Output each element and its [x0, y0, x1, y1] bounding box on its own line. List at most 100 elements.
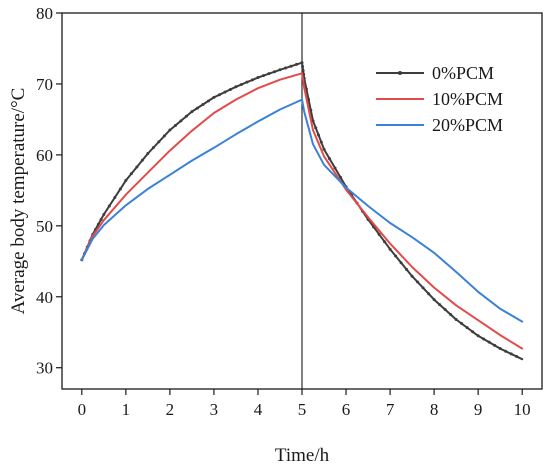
- series-marker: [195, 106, 199, 110]
- series-marker: [317, 133, 321, 137]
- series-marker: [383, 240, 387, 244]
- y-tick-label: 50: [36, 217, 53, 236]
- series-marker: [421, 286, 425, 290]
- series-marker: [99, 217, 103, 221]
- series-marker: [394, 254, 398, 258]
- series-marker: [476, 334, 480, 338]
- legend-marker: [398, 71, 402, 75]
- series-marker: [333, 166, 337, 170]
- series-marker: [339, 175, 343, 179]
- series-marker: [301, 68, 305, 72]
- x-tick-label: 6: [342, 400, 351, 419]
- series-marker: [113, 195, 117, 199]
- series-marker: [256, 76, 260, 80]
- x-tick-label: 2: [166, 400, 175, 419]
- series-marker: [118, 187, 122, 191]
- x-tick-label: 5: [298, 400, 307, 419]
- x-tick-label: 8: [430, 400, 439, 419]
- series-marker: [151, 146, 155, 150]
- series-marker: [234, 85, 238, 89]
- series-marker: [168, 128, 172, 132]
- y-tick-label: 30: [36, 359, 53, 378]
- series-marker: [124, 178, 128, 182]
- series-marker: [184, 114, 188, 118]
- series-marker: [438, 303, 442, 307]
- x-tick-label: 1: [122, 400, 131, 419]
- x-axis-title: Time/h: [275, 445, 330, 466]
- series-marker: [432, 298, 436, 302]
- series-marker: [377, 232, 381, 236]
- series-marker: [399, 261, 403, 265]
- x-tick-label: 9: [474, 400, 483, 419]
- series-marker: [460, 322, 464, 326]
- series-marker: [294, 62, 298, 66]
- series-marker: [471, 330, 475, 334]
- series-marker: [278, 68, 282, 72]
- series-marker: [217, 93, 221, 97]
- y-tick-label: 40: [36, 288, 53, 307]
- series-marker: [487, 340, 491, 344]
- x-tick-label: 4: [254, 400, 263, 419]
- series-marker: [328, 157, 332, 161]
- series-marker: [223, 90, 227, 94]
- series-marker: [283, 66, 287, 70]
- series-marker: [129, 172, 133, 176]
- series-marker: [498, 347, 502, 351]
- legend: 0%PCM 10%PCM 20%PCM: [376, 63, 503, 135]
- series-marker: [107, 204, 111, 208]
- y-axis-ticks: 30 40 50 60 70 80: [36, 4, 62, 378]
- series-marker: [228, 87, 232, 91]
- series-layer: [80, 61, 524, 361]
- x-tick-label: 7: [386, 400, 395, 419]
- series-marker: [465, 326, 469, 330]
- x-axis-ticks: 0 1 2 3 4 5 6 7 8 9 10: [78, 389, 531, 419]
- series-marker: [504, 349, 508, 353]
- series-marker: [261, 74, 265, 78]
- series-marker: [157, 140, 161, 144]
- series-marker: [443, 308, 447, 312]
- series-marker: [289, 64, 293, 68]
- x-tick-label: 10: [514, 400, 531, 419]
- legend-label: 10%PCM: [432, 89, 503, 109]
- series-line-1: [80, 72, 524, 350]
- series-marker: [250, 78, 254, 82]
- y-tick-label: 60: [36, 146, 53, 165]
- series-marker: [493, 343, 497, 347]
- series-marker: [454, 317, 458, 321]
- series-marker: [206, 99, 210, 103]
- series-line-2: [80, 98, 524, 323]
- series-marker: [509, 352, 513, 356]
- series-marker: [102, 212, 106, 216]
- series-marker: [201, 103, 205, 107]
- x-tick-label: 0: [78, 400, 87, 419]
- y-axis-title: Average body temperature/°C: [8, 88, 29, 315]
- series-marker: [482, 337, 486, 341]
- series-marker: [135, 165, 139, 169]
- series-marker: [300, 61, 304, 65]
- series-marker: [410, 274, 414, 278]
- y-tick-label: 80: [36, 4, 53, 23]
- series-marker: [212, 95, 216, 99]
- series-marker: [405, 267, 409, 271]
- series-marker: [190, 110, 194, 114]
- series-marker: [173, 123, 177, 127]
- series-marker: [416, 280, 420, 284]
- series-marker: [515, 355, 519, 359]
- series-marker: [140, 158, 144, 162]
- series-marker: [245, 80, 249, 84]
- series-marker: [314, 126, 318, 130]
- series-marker: [319, 140, 323, 144]
- series-marker: [427, 292, 431, 296]
- series-marker: [179, 119, 183, 123]
- series-marker: [301, 65, 305, 69]
- x-tick-label: 3: [210, 400, 219, 419]
- series-marker: [239, 82, 243, 86]
- legend-label: 20%PCM: [432, 115, 503, 135]
- series-marker: [449, 313, 453, 317]
- series-marker: [272, 70, 276, 74]
- series-marker: [267, 72, 271, 76]
- series-marker: [322, 147, 326, 151]
- y-tick-label: 70: [36, 75, 53, 94]
- series-marker: [146, 151, 150, 155]
